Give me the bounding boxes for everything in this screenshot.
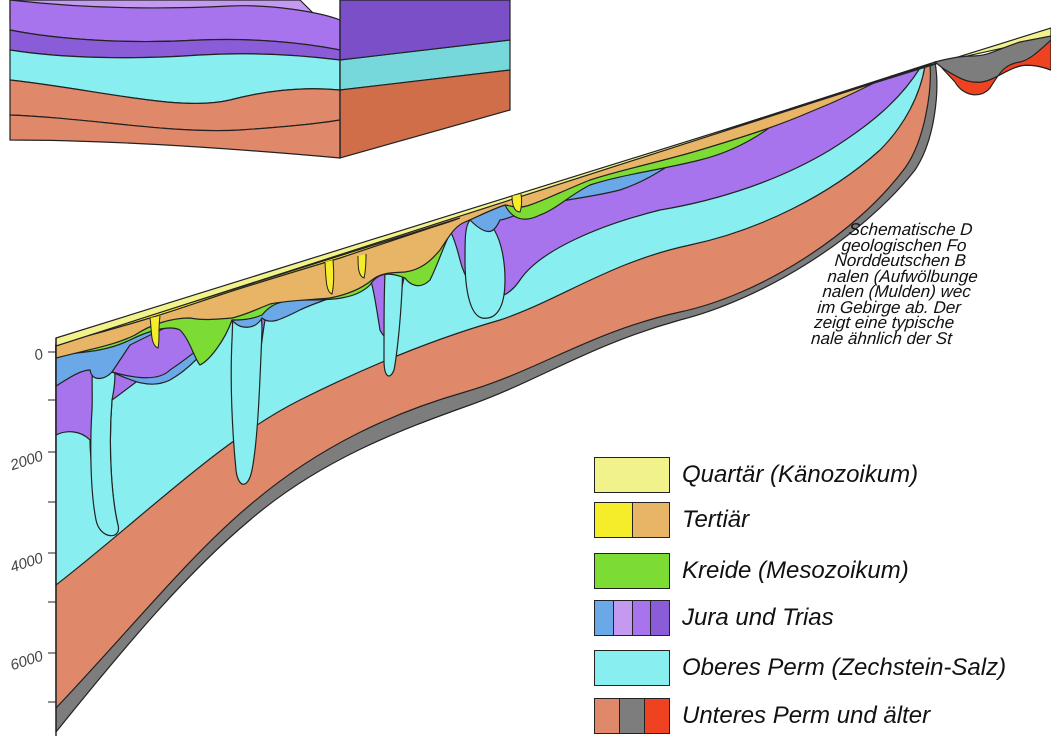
channel-4 <box>511 193 523 213</box>
salt-dome-2 <box>230 295 263 485</box>
right-end-red <box>941 39 1051 96</box>
depth-label-2000: 2000 <box>7 447 46 474</box>
channel-3 <box>357 253 367 279</box>
caption-line: nale ähnlich der St <box>810 328 953 347</box>
depth-label-4000: 4000 <box>8 549 46 576</box>
depth-label-6000: 6000 <box>8 647 46 674</box>
block-bottom-edge <box>9 114 341 159</box>
salt-dome-4 <box>464 217 506 319</box>
caption-text: Schematische D geologischen Fo Norddeuts… <box>811 222 1051 346</box>
channel-1 <box>149 315 161 349</box>
block-diagram <box>9 0 511 159</box>
channel-2 <box>324 259 335 295</box>
cross-section <box>55 27 1051 736</box>
salt-dome-1 <box>90 355 119 537</box>
depth-label-0: 0 <box>32 345 46 364</box>
depth-axis: 0 2000 4000 6000 <box>7 345 56 703</box>
layer-tertiaer-tan <box>55 79 881 359</box>
